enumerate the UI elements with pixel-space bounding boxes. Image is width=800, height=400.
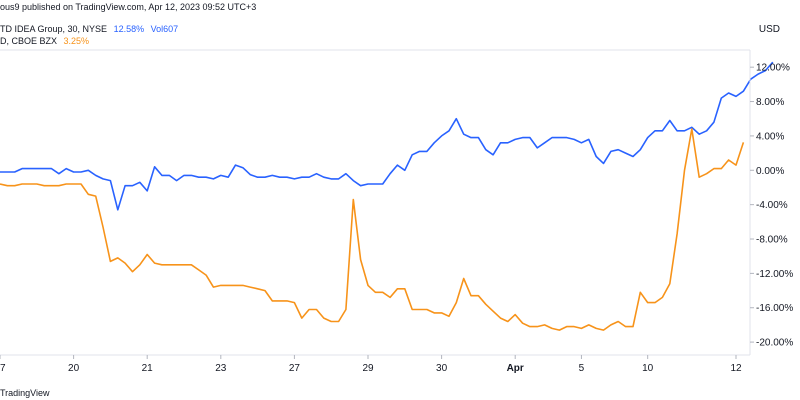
legend-series-2-value: 3.25% <box>63 36 90 46</box>
footer-brand: TradingView <box>0 388 50 398</box>
series-line-1 <box>0 61 774 211</box>
x-tick-label: 27 <box>289 363 301 374</box>
x-tick-label: 29 <box>362 363 374 374</box>
y-tick-label: 8.00% <box>756 97 784 108</box>
series-layer <box>0 61 774 331</box>
x-tick-label: 17 <box>0 363 6 374</box>
x-axis: 17 20 21 23 27 29 30 Apr 5 10 12 <box>0 354 750 374</box>
legend-series-1[interactable]: TD IDEA Group, 30, NYSE 12.58% Vol607 <box>0 24 178 34</box>
x-tick-label: 12 <box>730 363 742 374</box>
y-tick-label: -4.00% <box>756 200 788 211</box>
y-tick-label: -20.00% <box>756 338 793 349</box>
legend-series-1-volume: Vol607 <box>150 24 179 34</box>
x-tick-label: 10 <box>642 363 654 374</box>
chart-header: ous9 published on TradingView.com, Apr 1… <box>0 0 800 14</box>
x-tick-label: 23 <box>215 363 227 374</box>
y-tick-label: 0.00% <box>756 166 784 177</box>
y-tick-label: -12.00% <box>756 269 793 280</box>
y-axis: 12.00% 8.00% 4.00% 0.00% -4.00% -8.00% -12.00%… <box>749 50 793 355</box>
currency-label: USD <box>758 24 780 35</box>
legend-series-2[interactable]: D, CBOE BZX 3.25% <box>0 36 89 46</box>
legend-series-1-label: TD IDEA Group, 30, NYSE <box>0 24 108 34</box>
y-tick-label: -8.00% <box>756 235 788 246</box>
x-tick-label: 5 <box>579 363 585 374</box>
legend-series-2-label: D, CBOE BZX <box>0 36 58 46</box>
y-tick-label: 12.00% <box>756 63 790 74</box>
published-info: ous9 published on TradingView.com, Apr 1… <box>0 2 257 12</box>
y-tick-label: 4.00% <box>756 131 784 142</box>
x-tick-label: 30 <box>436 363 448 374</box>
legend-series-1-value: 12.58% <box>113 24 145 34</box>
x-tick-label: Apr <box>507 363 524 374</box>
series-line-2 <box>0 128 745 331</box>
y-tick-label: -16.00% <box>756 303 793 314</box>
x-tick-label: 21 <box>142 363 154 374</box>
x-tick-label: 20 <box>68 363 80 374</box>
